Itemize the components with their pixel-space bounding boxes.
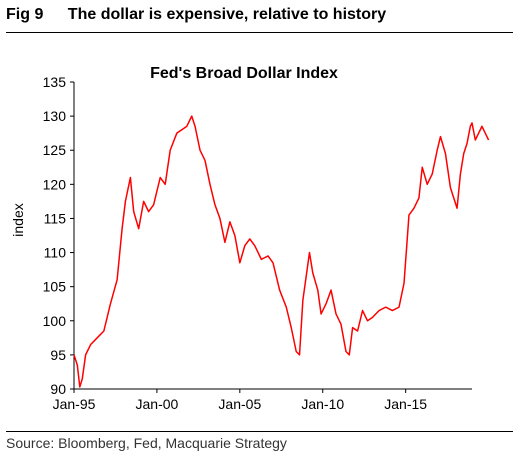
x-tick-label: Jan-95 (53, 396, 96, 412)
y-tick-label: 105 (43, 279, 67, 295)
y-tick-label: 130 (43, 108, 67, 124)
y-tick-label: 100 (43, 313, 67, 329)
y-tick-label: 120 (43, 176, 67, 192)
y-tick-label: 110 (44, 245, 67, 261)
figure-label: Fig 9 (6, 6, 44, 23)
y-axis-ticks: 90 95 100 105 110 115 120 125 130 135 (43, 74, 74, 397)
y-tick-label: 115 (44, 210, 67, 226)
y-tick-label: 125 (43, 142, 67, 158)
header-rule (6, 32, 513, 33)
y-tick-label: 135 (43, 74, 67, 90)
x-tick-label: Jan-10 (301, 396, 344, 412)
y-axis-label: index (10, 203, 26, 236)
x-tick-label: Jan-15 (384, 396, 427, 412)
y-tick-label: 95 (50, 347, 66, 363)
y-tick-label: 90 (50, 381, 66, 397)
x-tick-label: Jan-05 (218, 396, 261, 412)
footer-rule (6, 431, 513, 432)
source-note: Source: Bloomberg, Fed, Macquarie Strate… (6, 435, 287, 451)
x-tick-label: Jan-00 (136, 396, 179, 412)
dollar-index-line (73, 115, 490, 388)
x-axis-ticks: Jan-95 Jan-00 Jan-05 Jan-10 Jan-15 (53, 389, 427, 412)
chart-title: Fed's Broad Dollar Index (150, 65, 338, 82)
series-layer (73, 115, 490, 388)
figure-header: Fig 9 The dollar is expensive, relative … (6, 6, 386, 24)
figure-caption: The dollar is expensive, relative to his… (67, 6, 387, 23)
